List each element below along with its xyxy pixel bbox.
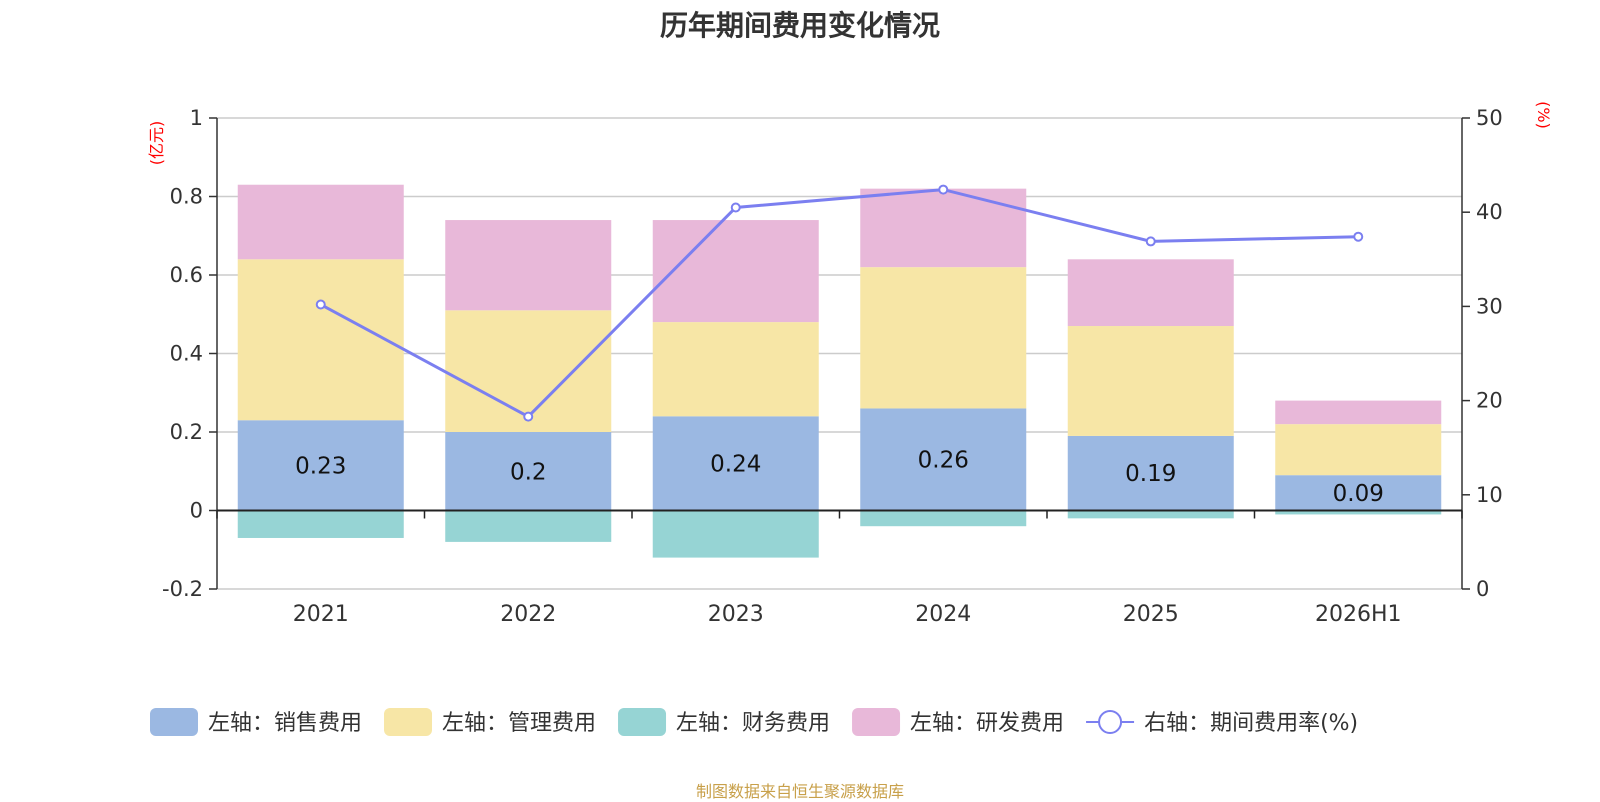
chart-title: 历年期间费用变化情况 <box>659 9 940 42</box>
bar-segment <box>860 510 1027 527</box>
rate-point <box>315 299 326 310</box>
rate-line <box>320 188 1359 419</box>
right-axis-tick-label: 0 <box>1476 577 1489 601</box>
bar-data-label: 0.09 <box>1333 481 1384 507</box>
bar-segment <box>1275 400 1442 425</box>
rate-point <box>1145 236 1156 247</box>
bar-segment <box>1275 510 1442 515</box>
bar-segment <box>1067 326 1234 436</box>
rate-point <box>730 202 741 213</box>
left-axis-tick-label: 0.8 <box>170 185 203 209</box>
legend-label: 左轴：管理费用 <box>442 711 596 736</box>
bar-segment <box>860 267 1027 409</box>
left-axis-tick-label: 0.6 <box>170 263 203 287</box>
category-label: 2022 <box>500 602 556 627</box>
rate-point <box>938 184 949 195</box>
category-label: 2021 <box>293 602 349 627</box>
bar-segment <box>652 416 819 511</box>
right-axis-tick-label: 10 <box>1476 483 1503 507</box>
legend-label: 右轴：期间费用率(%) <box>1144 711 1358 736</box>
left-axis-tick-label: 0.2 <box>170 420 203 444</box>
category-label: 2025 <box>1123 602 1179 627</box>
bar-data-label: 0.19 <box>1125 461 1176 487</box>
legend-swatch <box>618 708 667 736</box>
bar-segment <box>237 184 404 260</box>
right-axis-tick-label: 30 <box>1476 294 1503 318</box>
right-axis-tick-label: 40 <box>1476 200 1503 224</box>
left-axis-tick-label: 1 <box>190 106 203 130</box>
bar-segment <box>652 510 819 558</box>
left-axis-tick-label: 0.4 <box>170 342 203 366</box>
bar-segment <box>445 510 612 542</box>
bar-segment <box>860 188 1027 268</box>
rate-point <box>523 411 534 422</box>
bar-segment <box>652 322 819 417</box>
bar-segment <box>445 432 612 511</box>
bar-segment <box>1067 259 1234 327</box>
left-axis-tick-label: 0 <box>190 499 203 523</box>
bar-data-label: 0.23 <box>295 453 346 479</box>
legend-label: 左轴：销售费用 <box>208 711 362 736</box>
bar-segment <box>1275 424 1442 476</box>
legend-label: 左轴：研发费用 <box>910 711 1064 736</box>
category-label: 2024 <box>915 602 971 627</box>
bar-segment <box>445 220 612 311</box>
legend-swatch <box>384 708 433 736</box>
rate-point <box>1353 231 1364 242</box>
bar-segment <box>1067 510 1234 519</box>
bar-segment <box>1067 435 1234 511</box>
category-label: 2026H1 <box>1315 602 1402 627</box>
right-axis-tick-label: 50 <box>1476 106 1503 130</box>
bar-segment <box>237 420 404 511</box>
category-label: 2023 <box>708 602 764 627</box>
left-axis-tick-label: -0.2 <box>162 577 203 601</box>
bar-segment <box>237 259 404 421</box>
legend-swatch <box>150 708 198 736</box>
source-note: 制图数据来自恒生聚源数据库 <box>695 782 904 801</box>
bar-segment <box>1275 475 1442 511</box>
bar-segment <box>860 408 1027 511</box>
bar-data-label: 0.26 <box>918 447 969 473</box>
right-axis-unit: (%) <box>1534 101 1553 129</box>
left-axis-unit: (亿元) <box>147 121 166 166</box>
right-axis-tick-label: 20 <box>1476 389 1503 413</box>
bar-segment <box>237 510 404 538</box>
bar-data-label: 0.2 <box>510 459 547 485</box>
legend-swatch <box>852 708 901 736</box>
legend-marker <box>1098 710 1123 734</box>
legend-label: 左轴：财务费用 <box>676 711 830 736</box>
bar-segment <box>652 220 819 323</box>
bar-data-label: 0.24 <box>710 451 761 477</box>
